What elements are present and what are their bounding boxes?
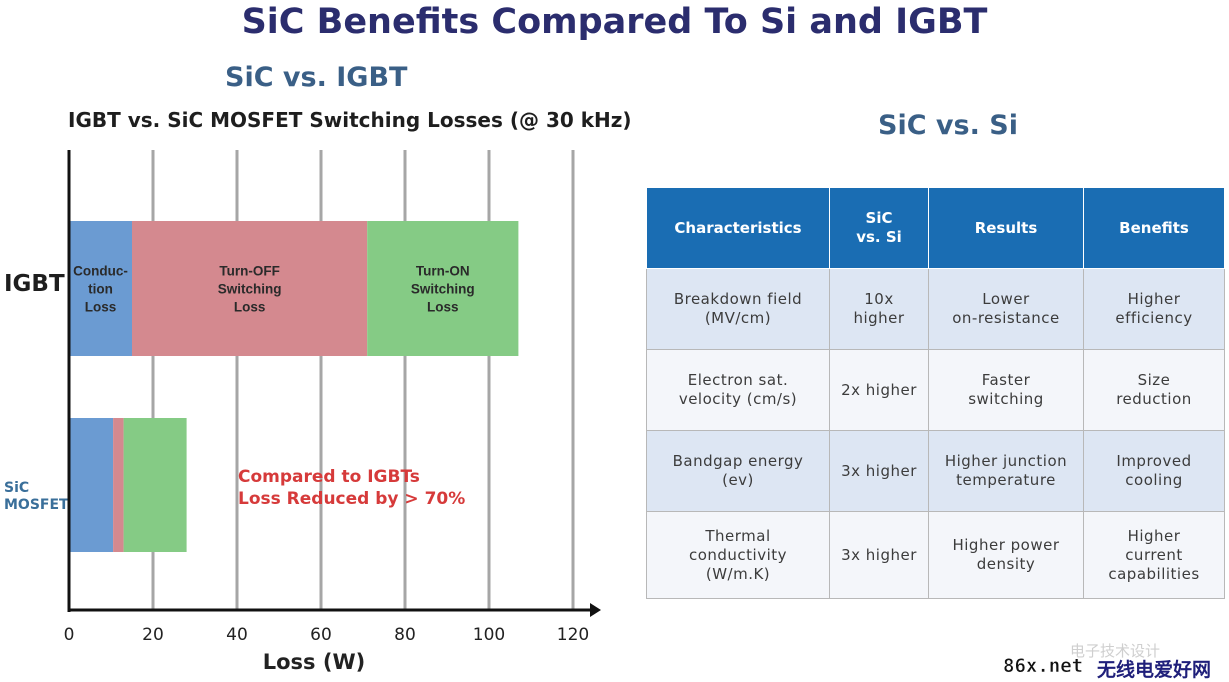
annotation-text: Compared to IGBTs xyxy=(238,467,420,487)
x-tick-label: 120 xyxy=(557,625,589,645)
table-cell: Electron sat. velocity (cm/s) xyxy=(646,349,830,431)
bar-segment xyxy=(367,221,519,356)
table-row: Thermal conductivity (W/m.K) 3x higher H… xyxy=(646,511,1225,599)
table-cell: 3x higher xyxy=(829,430,929,512)
x-tick-label: 100 xyxy=(473,625,505,645)
right-section-title: SiC vs. Si xyxy=(878,110,1018,141)
table-cell: 10x higher xyxy=(829,268,929,350)
header-benefits: Benefits xyxy=(1083,187,1225,269)
table-header-row: Characteristics SiC vs. Si Results Benef… xyxy=(646,187,1225,269)
x-tick-label: 20 xyxy=(142,625,164,645)
category-label-sic-mosfet: SiC MOSFET xyxy=(4,480,69,513)
page-title: SiC Benefits Compared To Si and IGBT xyxy=(241,2,988,42)
x-tick-label: 40 xyxy=(226,625,248,645)
watermark-site: 86x.net xyxy=(1003,655,1084,678)
header-sic-vs-si: SiC vs. Si xyxy=(829,187,929,269)
table-cell: Higher junction temperature xyxy=(928,430,1084,512)
x-axis-arrow xyxy=(590,603,601,617)
table-cell: Bandgap energy (ev) xyxy=(646,430,830,512)
category-label-igbt: IGBT xyxy=(4,271,65,297)
x-tick-label: 80 xyxy=(394,625,416,645)
x-axis-label: Loss (W) xyxy=(263,650,365,674)
watermark-faint: 电子技术设计 xyxy=(1070,642,1161,660)
table-cell: Size reduction xyxy=(1083,349,1225,431)
table-row: Bandgap energy (ev) 3x higher Higher jun… xyxy=(646,430,1225,512)
bar-segment xyxy=(69,221,132,356)
loss-chart: Conduc-tion Loss Turn-OFF Switching Loss Turn… xyxy=(4,150,601,674)
table-cell: Higher current capabilities xyxy=(1083,511,1225,599)
table-cell: Faster switching xyxy=(928,349,1084,431)
left-section-title: SiC vs. IGBT xyxy=(225,62,408,93)
table-row: Electron sat. velocity (cm/s) 2x higher … xyxy=(646,349,1225,431)
table-cell: Improved cooling xyxy=(1083,430,1225,512)
bar-segment xyxy=(113,418,124,552)
table-cell: Breakdown field (MV/cm) xyxy=(646,268,830,350)
bar-segment xyxy=(132,221,368,356)
x-tick-label: 60 xyxy=(310,625,332,645)
table-cell: 3x higher xyxy=(829,511,929,599)
watermark-brand: 无线电爱好网 xyxy=(1097,659,1212,681)
header-results: Results xyxy=(928,187,1084,269)
table-cell: Thermal conductivity (W/m.K) xyxy=(646,511,830,599)
header-characteristics: Characteristics xyxy=(646,187,830,269)
table-cell: Higher power density xyxy=(928,511,1084,599)
x-tick-label: 0 xyxy=(64,625,75,645)
comparison-table: Characteristics SiC vs. Si Results Benef… xyxy=(646,187,1225,599)
table-cell: Lower on-resistance xyxy=(928,268,1084,350)
bar-segment xyxy=(69,418,114,552)
annotation-text: Loss Reduced by > 70% xyxy=(238,489,465,509)
table-row: Breakdown field (MV/cm) 10x higher Lower… xyxy=(646,268,1225,350)
chart-title: IGBT vs. SiC MOSFET Switching Losses (@ … xyxy=(68,108,632,132)
bar-label: Conduc-tion Loss xyxy=(73,264,128,315)
bar-label: Turn-OFF Switching Loss xyxy=(218,264,282,315)
bar-segment xyxy=(123,418,187,552)
table-cell: Higher efficiency xyxy=(1083,268,1225,350)
table-cell: 2x higher xyxy=(829,349,929,431)
bar-label: Turn-ON Switching Loss xyxy=(411,264,475,315)
